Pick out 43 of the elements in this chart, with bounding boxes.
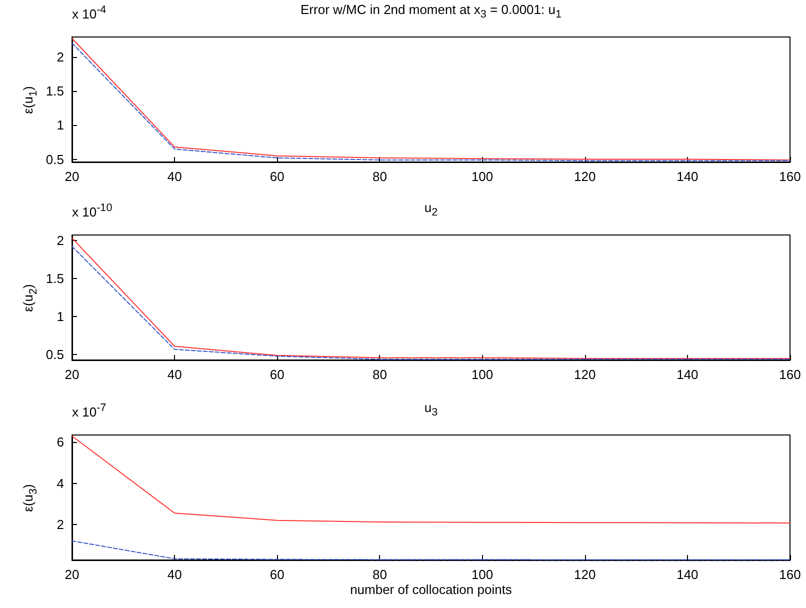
x-tick-label: 20 (64, 367, 80, 382)
x-tick-label: 160 (779, 367, 801, 382)
x-tick-label: 160 (779, 567, 801, 582)
chart-title: u$_{3}$ (424, 400, 438, 419)
x-tick-label: 100 (471, 367, 494, 382)
y-tick-label: 1.5 (46, 270, 64, 286)
x-tick-label: 140 (676, 567, 698, 582)
x-tick-label: 140 (676, 169, 698, 184)
x-tick-label: 60 (270, 367, 284, 382)
y-tick-label: 6 (56, 434, 64, 450)
y-tick-label: 1 (56, 309, 64, 324)
x-tick-label: 80 (372, 567, 387, 582)
x-axis-title: number of collocation points (350, 582, 512, 597)
x-tick-label: 80 (372, 367, 387, 382)
x-tick-label: 100 (471, 169, 494, 184)
x-tick-label: 160 (779, 169, 801, 184)
x-tick-label: 120 (574, 367, 596, 382)
chart-title: Error w/MC in 2nd moment at x$_{3}$ = 0.0001: u$_{1}$ (300, 2, 562, 21)
y-tick-label: 4 (56, 476, 64, 491)
x-tick-label: 140 (676, 367, 698, 382)
x-tick-label: 20 (64, 169, 80, 184)
x-tick-label: 40 (167, 367, 182, 382)
chart-title: u$_{2}$ (424, 200, 438, 219)
text: x 10$^{-7}$ (72, 402, 106, 420)
y-tick-label: 1.5 (46, 83, 64, 98)
x-tick-label: 40 (167, 169, 182, 184)
y-tick-label: 1 (56, 118, 64, 133)
x-tick-label: 120 (574, 567, 596, 582)
y-tick-label: 2 (56, 232, 64, 248)
y-tick-label: 0.5 (46, 347, 64, 362)
x-tick-label: 100 (471, 567, 494, 582)
x-tick-label: 20 (64, 567, 80, 582)
x-tick-label: 60 (270, 169, 284, 184)
text: x 10$^{-10}$ (72, 202, 112, 220)
x-tick-label: 40 (167, 567, 182, 582)
y-tick-label: 2 (56, 49, 64, 64)
x-tick-label: 60 (270, 567, 284, 582)
text: x 10$^{-4}$ (72, 4, 106, 22)
x-tick-label: 120 (574, 169, 596, 184)
y-tick-label: 0.5 (46, 152, 64, 167)
y-tick-label: 2 (56, 516, 64, 532)
line-series (72, 436, 790, 524)
x-tick-label: 80 (372, 169, 387, 184)
